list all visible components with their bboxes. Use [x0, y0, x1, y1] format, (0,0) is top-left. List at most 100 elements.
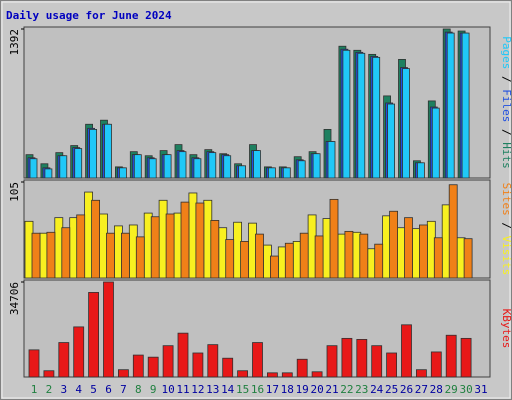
y-tick-label: 34706 [8, 282, 21, 315]
bar [386, 352, 398, 378]
bar [29, 158, 38, 179]
bar [43, 370, 55, 378]
bar [132, 354, 144, 378]
bar [389, 210, 399, 279]
bar [281, 372, 293, 378]
bar [163, 154, 172, 179]
bar [312, 153, 321, 179]
x-tick-label: 26 [400, 383, 413, 396]
x-tick-label: 19 [296, 383, 309, 396]
bar [329, 198, 339, 279]
bar [121, 232, 130, 279]
bar [103, 281, 114, 378]
x-tick-label: 21 [325, 383, 338, 396]
bar [119, 167, 127, 179]
x-tick-label: 31 [474, 383, 487, 396]
bar [237, 370, 249, 378]
bar [431, 107, 440, 179]
bar [31, 232, 41, 279]
bar [356, 339, 368, 378]
bar [433, 237, 443, 279]
bar [415, 369, 427, 378]
bar [266, 372, 278, 378]
bar [208, 152, 217, 179]
x-tick-label: 23 [355, 383, 368, 396]
bar [73, 326, 85, 378]
x-tick-label: 22 [340, 383, 353, 396]
bar [282, 167, 291, 179]
legend: Sites / Visits [500, 183, 512, 276]
bar [240, 241, 250, 279]
bar [460, 337, 472, 378]
legend-entry: Pages [500, 36, 512, 69]
bar [269, 255, 279, 279]
bar [342, 49, 351, 179]
bar [210, 219, 220, 279]
bar [344, 230, 354, 279]
bar [253, 150, 261, 179]
bar [374, 243, 384, 279]
y-tick-label: 105 [8, 182, 21, 202]
bar [162, 345, 174, 378]
bar [371, 345, 383, 378]
bar [252, 342, 263, 378]
x-tick-label: 16 [251, 383, 264, 396]
bar [135, 236, 145, 279]
bar [326, 345, 338, 378]
bar [225, 239, 235, 279]
bar [118, 369, 129, 378]
bar [341, 337, 353, 378]
legend-separator: / [500, 69, 512, 89]
bar [416, 162, 425, 179]
bar [44, 168, 53, 179]
bar [297, 160, 306, 179]
bar [223, 155, 232, 179]
bar [255, 233, 264, 279]
bar [461, 32, 470, 179]
x-tick-label: 17 [266, 383, 279, 396]
bar [327, 141, 336, 179]
bar [61, 227, 71, 279]
x-tick-label: 30 [459, 383, 472, 396]
bar [148, 158, 157, 179]
bar [238, 165, 247, 179]
x-tick-label: 6 [105, 383, 112, 396]
x-tick-label: 8 [135, 383, 142, 396]
bar [296, 358, 308, 378]
x-tick-label: 7 [120, 383, 127, 396]
x-tick-label: 29 [445, 383, 458, 396]
bar [193, 158, 202, 179]
legend-entry: Visits [500, 236, 512, 276]
bar [180, 201, 190, 279]
bar [446, 32, 455, 179]
bar [448, 184, 458, 279]
chart-title: Daily usage for June 2024 [6, 9, 172, 22]
legend-entry: Hits [500, 142, 512, 169]
bar [311, 371, 323, 378]
x-tick-label: 15 [236, 383, 249, 396]
x-tick-label: 27 [415, 383, 428, 396]
x-tick-label: 18 [281, 383, 294, 396]
legend: KBytes [500, 309, 512, 349]
x-tick-label: 2 [46, 383, 53, 396]
bar [59, 155, 68, 179]
bar [372, 56, 381, 179]
bar [445, 334, 457, 378]
legend-entry: Sites [500, 183, 512, 216]
y-tick-label: 1392 [8, 29, 21, 56]
bar [89, 129, 97, 179]
x-tick-label: 28 [430, 383, 443, 396]
legend: Pages / Files / Hits [500, 36, 512, 169]
x-tick-label: 5 [90, 383, 97, 396]
x-tick-label: 12 [191, 383, 204, 396]
x-tick-label: 24 [370, 383, 384, 396]
bar [91, 199, 100, 279]
legend-entry: Files [500, 89, 512, 122]
bar [299, 232, 309, 279]
bar [463, 238, 473, 279]
bar [222, 357, 234, 378]
bar [314, 235, 324, 279]
bar [430, 351, 442, 378]
